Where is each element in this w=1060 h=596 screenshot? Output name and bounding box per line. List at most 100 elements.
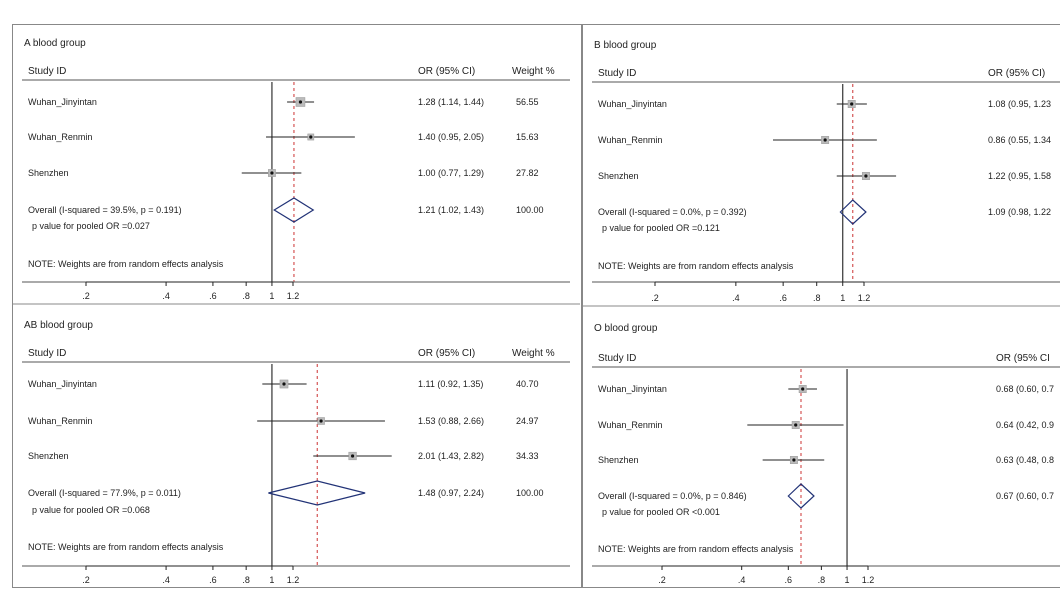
x-tick-label: 1 (840, 293, 845, 303)
overall-label: Overall (I-squared = 0.0%, p = 0.392) (598, 207, 747, 217)
x-tick-label: .4 (162, 575, 170, 585)
note-text: NOTE: Weights are from random effects an… (598, 261, 794, 271)
or-ci-value: 0.86 (0.55, 1.34 (988, 135, 1051, 145)
x-tick-label: .6 (785, 575, 793, 585)
column-header-or: OR (95% CI) (418, 66, 475, 77)
study-name: Wuhan_Jinyintan (28, 379, 97, 389)
weight-value: 34.33 (516, 451, 539, 461)
overall-weight-value: 100.00 (516, 205, 544, 215)
or-ci-value: 1.08 (0.95, 1.23 (988, 99, 1051, 109)
pvalue-text: p value for pooled OR =0.027 (32, 221, 150, 231)
overall-weight-value: 100.00 (516, 488, 544, 498)
forest-panel-1: A blood group Study ID OR (95% CI) Weight %… (22, 38, 570, 301)
overall-label: Overall (I-squared = 77.9%, p = 0.011) (28, 488, 181, 498)
or-ci-value: 2.01 (1.43, 2.82) (418, 451, 484, 461)
weight-value: 24.97 (516, 416, 539, 426)
column-header-or: OR (95% CI) (988, 68, 1045, 79)
or-ci-value: 1.28 (1.14, 1.44) (418, 97, 484, 107)
column-header-weight: Weight % (512, 66, 555, 77)
study-name: Wuhan_Renmin (598, 135, 662, 145)
x-tick-label: 1.2 (287, 291, 300, 301)
study-name: Wuhan_Jinyintan (598, 99, 667, 109)
x-tick-label: .4 (732, 293, 740, 303)
x-tick-label: .2 (651, 293, 659, 303)
or-ci-value: 1.53 (0.88, 2.66) (418, 416, 484, 426)
x-tick-label: .8 (818, 575, 826, 585)
point-estimate (319, 419, 323, 423)
or-ci-value: 1.11 (0.92, 1.35) (418, 379, 483, 389)
column-header-study: Study ID (28, 348, 66, 359)
x-tick-label: .6 (209, 575, 217, 585)
weight-value: 40.70 (516, 379, 539, 389)
panel-title: A blood group (24, 38, 86, 49)
x-tick-label: .2 (82, 291, 90, 301)
x-tick-label: 1.2 (287, 575, 300, 585)
overall-label: Overall (I-squared = 39.5%, p = 0.191) (28, 205, 182, 215)
pooled-diamond (787, 483, 815, 509)
study-name: Wuhan_Jinyintan (28, 97, 97, 107)
x-tick-label: .6 (779, 293, 787, 303)
study-name: Shenzhen (598, 171, 639, 181)
overall-or-value: 1.21 (1.02, 1.43) (418, 205, 484, 215)
note-text: NOTE: Weights are from random effects an… (28, 542, 224, 552)
pvalue-text: p value for pooled OR =0.121 (602, 223, 720, 233)
pooled-diamond (839, 199, 867, 225)
panel-title: AB blood group (24, 320, 93, 331)
x-tick-label: 1 (269, 291, 274, 301)
or-ci-value: 1.00 (0.77, 1.29) (418, 168, 484, 178)
weight-value: 15.63 (516, 132, 539, 142)
study-name: Wuhan_Renmin (28, 416, 92, 426)
overall-or-value: 0.67 (0.60, 0.7 (996, 491, 1054, 501)
or-ci-value: 0.63 (0.48, 0.8 (996, 455, 1054, 465)
panel-title: B blood group (594, 40, 657, 51)
column-header-or: OR (95% CI) (418, 348, 475, 359)
study-name: Shenzhen (28, 451, 69, 461)
x-tick-label: .8 (242, 291, 250, 301)
x-tick-label: .6 (209, 291, 217, 301)
study-name: Shenzhen (598, 455, 639, 465)
column-header-study: Study ID (598, 68, 636, 79)
x-tick-label: 1.2 (862, 575, 875, 585)
note-text: NOTE: Weights are from random effects an… (28, 259, 224, 269)
column-header-weight: Weight % (512, 348, 555, 359)
weight-value: 56.55 (516, 97, 539, 107)
x-tick-label: .4 (162, 291, 170, 301)
forest-panel-4: O blood group Study ID OR (95% CI Wuhan_Jin… (592, 323, 1060, 585)
weight-value: 27.82 (516, 168, 539, 178)
pooled-diamond (273, 197, 315, 223)
point-estimate (792, 458, 796, 462)
point-estimate (298, 100, 303, 104)
x-tick-label: .8 (242, 575, 250, 585)
x-tick-label: .4 (738, 575, 746, 585)
panel-title: O blood group (594, 323, 658, 334)
point-estimate (309, 135, 313, 139)
study-name: Shenzhen (28, 168, 69, 178)
point-estimate (794, 423, 798, 427)
x-tick-label: .8 (813, 293, 821, 303)
point-estimate (823, 138, 827, 142)
pvalue-text: p value for pooled OR <0.001 (602, 507, 720, 517)
overall-label: Overall (I-squared = 0.0%, p = 0.846) (598, 491, 747, 501)
pooled-diamond (268, 480, 366, 506)
study-name: Wuhan_Jinyintan (598, 384, 667, 394)
pvalue-text: p value for pooled OR =0.068 (32, 505, 150, 515)
x-tick-label: .2 (658, 575, 666, 585)
x-tick-label: 1 (269, 575, 274, 585)
overall-or-value: 1.48 (0.97, 2.24) (418, 488, 484, 498)
point-estimate (850, 102, 854, 106)
point-estimate (864, 174, 868, 178)
study-name: Wuhan_Renmin (28, 132, 92, 142)
x-tick-label: 1 (845, 575, 850, 585)
forest-panel-2: B blood group Study ID OR (95% CI) Wuhan_Ji… (592, 40, 1060, 303)
column-header-or: OR (95% CI (996, 353, 1050, 364)
forest-panel-3: AB blood group Study ID OR (95% CI) Weight … (22, 320, 570, 585)
column-header-study: Study ID (598, 353, 636, 364)
or-ci-value: 1.22 (0.95, 1.58 (988, 171, 1051, 181)
overall-or-value: 1.09 (0.98, 1.22 (988, 207, 1051, 217)
or-ci-value: 1.40 (0.95, 2.05) (418, 132, 484, 142)
x-tick-label: 1.2 (858, 293, 871, 303)
or-ci-value: 0.68 (0.60, 0.7 (996, 384, 1054, 394)
point-estimate (801, 387, 805, 391)
point-estimate (270, 171, 274, 175)
